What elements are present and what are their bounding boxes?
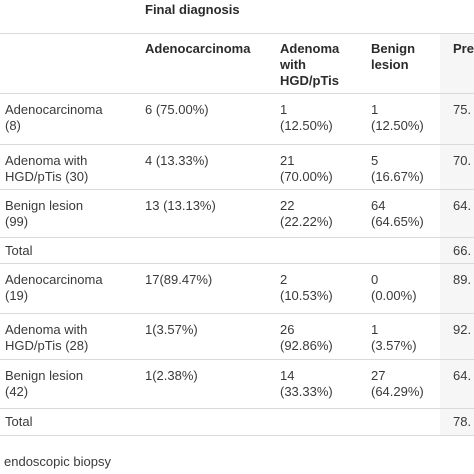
table-cell: 1 xyxy=(371,322,379,337)
table-cell: 70. xyxy=(453,153,472,168)
table-cell: 27 xyxy=(371,368,386,383)
row-divider xyxy=(0,93,474,94)
row-divider xyxy=(0,263,474,264)
table-cell: 89. xyxy=(453,272,472,287)
table-cell: 92. xyxy=(453,322,472,337)
table-cell: (10.53%) xyxy=(280,288,333,303)
row-divider xyxy=(0,408,474,409)
table-cell: 78. xyxy=(453,414,472,429)
table-cell: 0 xyxy=(371,272,379,287)
row-label: HGD/pTis (28) xyxy=(5,338,89,353)
table-cell: (12.50%) xyxy=(371,118,424,133)
column-header: lesion xyxy=(371,57,409,72)
row-label: (42) xyxy=(5,384,29,399)
footer-caption: endoscopic biopsy xyxy=(4,454,111,469)
table-cell: (64.29%) xyxy=(371,384,424,399)
row-label: Total xyxy=(5,414,33,429)
last-column-shade xyxy=(440,33,474,435)
column-header: Adenocarcinoma xyxy=(145,41,251,56)
table-cell: 64. xyxy=(453,368,472,383)
row-divider xyxy=(0,237,474,238)
row-label: (8) xyxy=(5,118,21,133)
row-divider xyxy=(0,313,474,314)
row-label: Adenoma with xyxy=(5,153,88,168)
row-label: (99) xyxy=(5,214,29,229)
row-label: Adenoma with xyxy=(5,322,88,337)
row-label: Benign lesion xyxy=(5,368,84,383)
table-cell: (16.67%) xyxy=(371,169,424,184)
row-label: (19) xyxy=(5,288,29,303)
table-cell: (22.22%) xyxy=(280,214,333,229)
row-label: Adenocarcinoma xyxy=(5,272,103,287)
table-cell: 64 xyxy=(371,198,386,213)
table-cell: (3.57%) xyxy=(371,338,417,353)
table-cell: 21 xyxy=(280,153,295,168)
table-cell: 17(89.47%) xyxy=(145,272,213,287)
table-cell: 13 (13.13%) xyxy=(145,198,216,213)
row-label: HGD/pTis (30) xyxy=(5,169,89,184)
table-cell: (64.65%) xyxy=(371,214,424,229)
row-label: Total xyxy=(5,243,33,258)
column-header: HGD/pTis xyxy=(280,73,339,88)
column-header: Benign xyxy=(371,41,416,56)
table-cell: 22 xyxy=(280,198,295,213)
table-cell: (70.00%) xyxy=(280,169,333,184)
column-header: Adenoma xyxy=(280,41,340,56)
table-cell: 26 xyxy=(280,322,295,337)
table-cell: 1(3.57%) xyxy=(145,322,198,337)
table-cell: (33.33%) xyxy=(280,384,333,399)
table-cell: (12.50%) xyxy=(280,118,333,133)
row-divider xyxy=(0,435,474,436)
table-cell: 64. xyxy=(453,198,472,213)
table-cell: 75. xyxy=(453,102,472,117)
table-cell: 6 (75.00%) xyxy=(145,102,209,117)
table-cell: 66. xyxy=(453,243,472,258)
row-label: Adenocarcinoma xyxy=(5,102,103,117)
row-label: Benign lesion xyxy=(5,198,84,213)
row-divider xyxy=(0,144,474,145)
table-cell: (0.00%) xyxy=(371,288,417,303)
table-cell: 1(2.38%) xyxy=(145,368,198,383)
table-cell: 2 xyxy=(280,272,288,287)
table-cell: 4 (13.33%) xyxy=(145,153,209,168)
table-cell: 1 xyxy=(371,102,379,117)
column-header: with xyxy=(280,57,306,72)
table-cell: (92.86%) xyxy=(280,338,333,353)
column-header: Pre xyxy=(453,41,474,56)
row-divider xyxy=(0,33,474,34)
row-divider xyxy=(0,359,474,360)
group-header: Final diagnosis xyxy=(145,2,240,17)
table-cell: 14 xyxy=(280,368,295,383)
table-cell: 1 xyxy=(280,102,288,117)
table-cell: 5 xyxy=(371,153,379,168)
row-divider xyxy=(0,189,474,190)
